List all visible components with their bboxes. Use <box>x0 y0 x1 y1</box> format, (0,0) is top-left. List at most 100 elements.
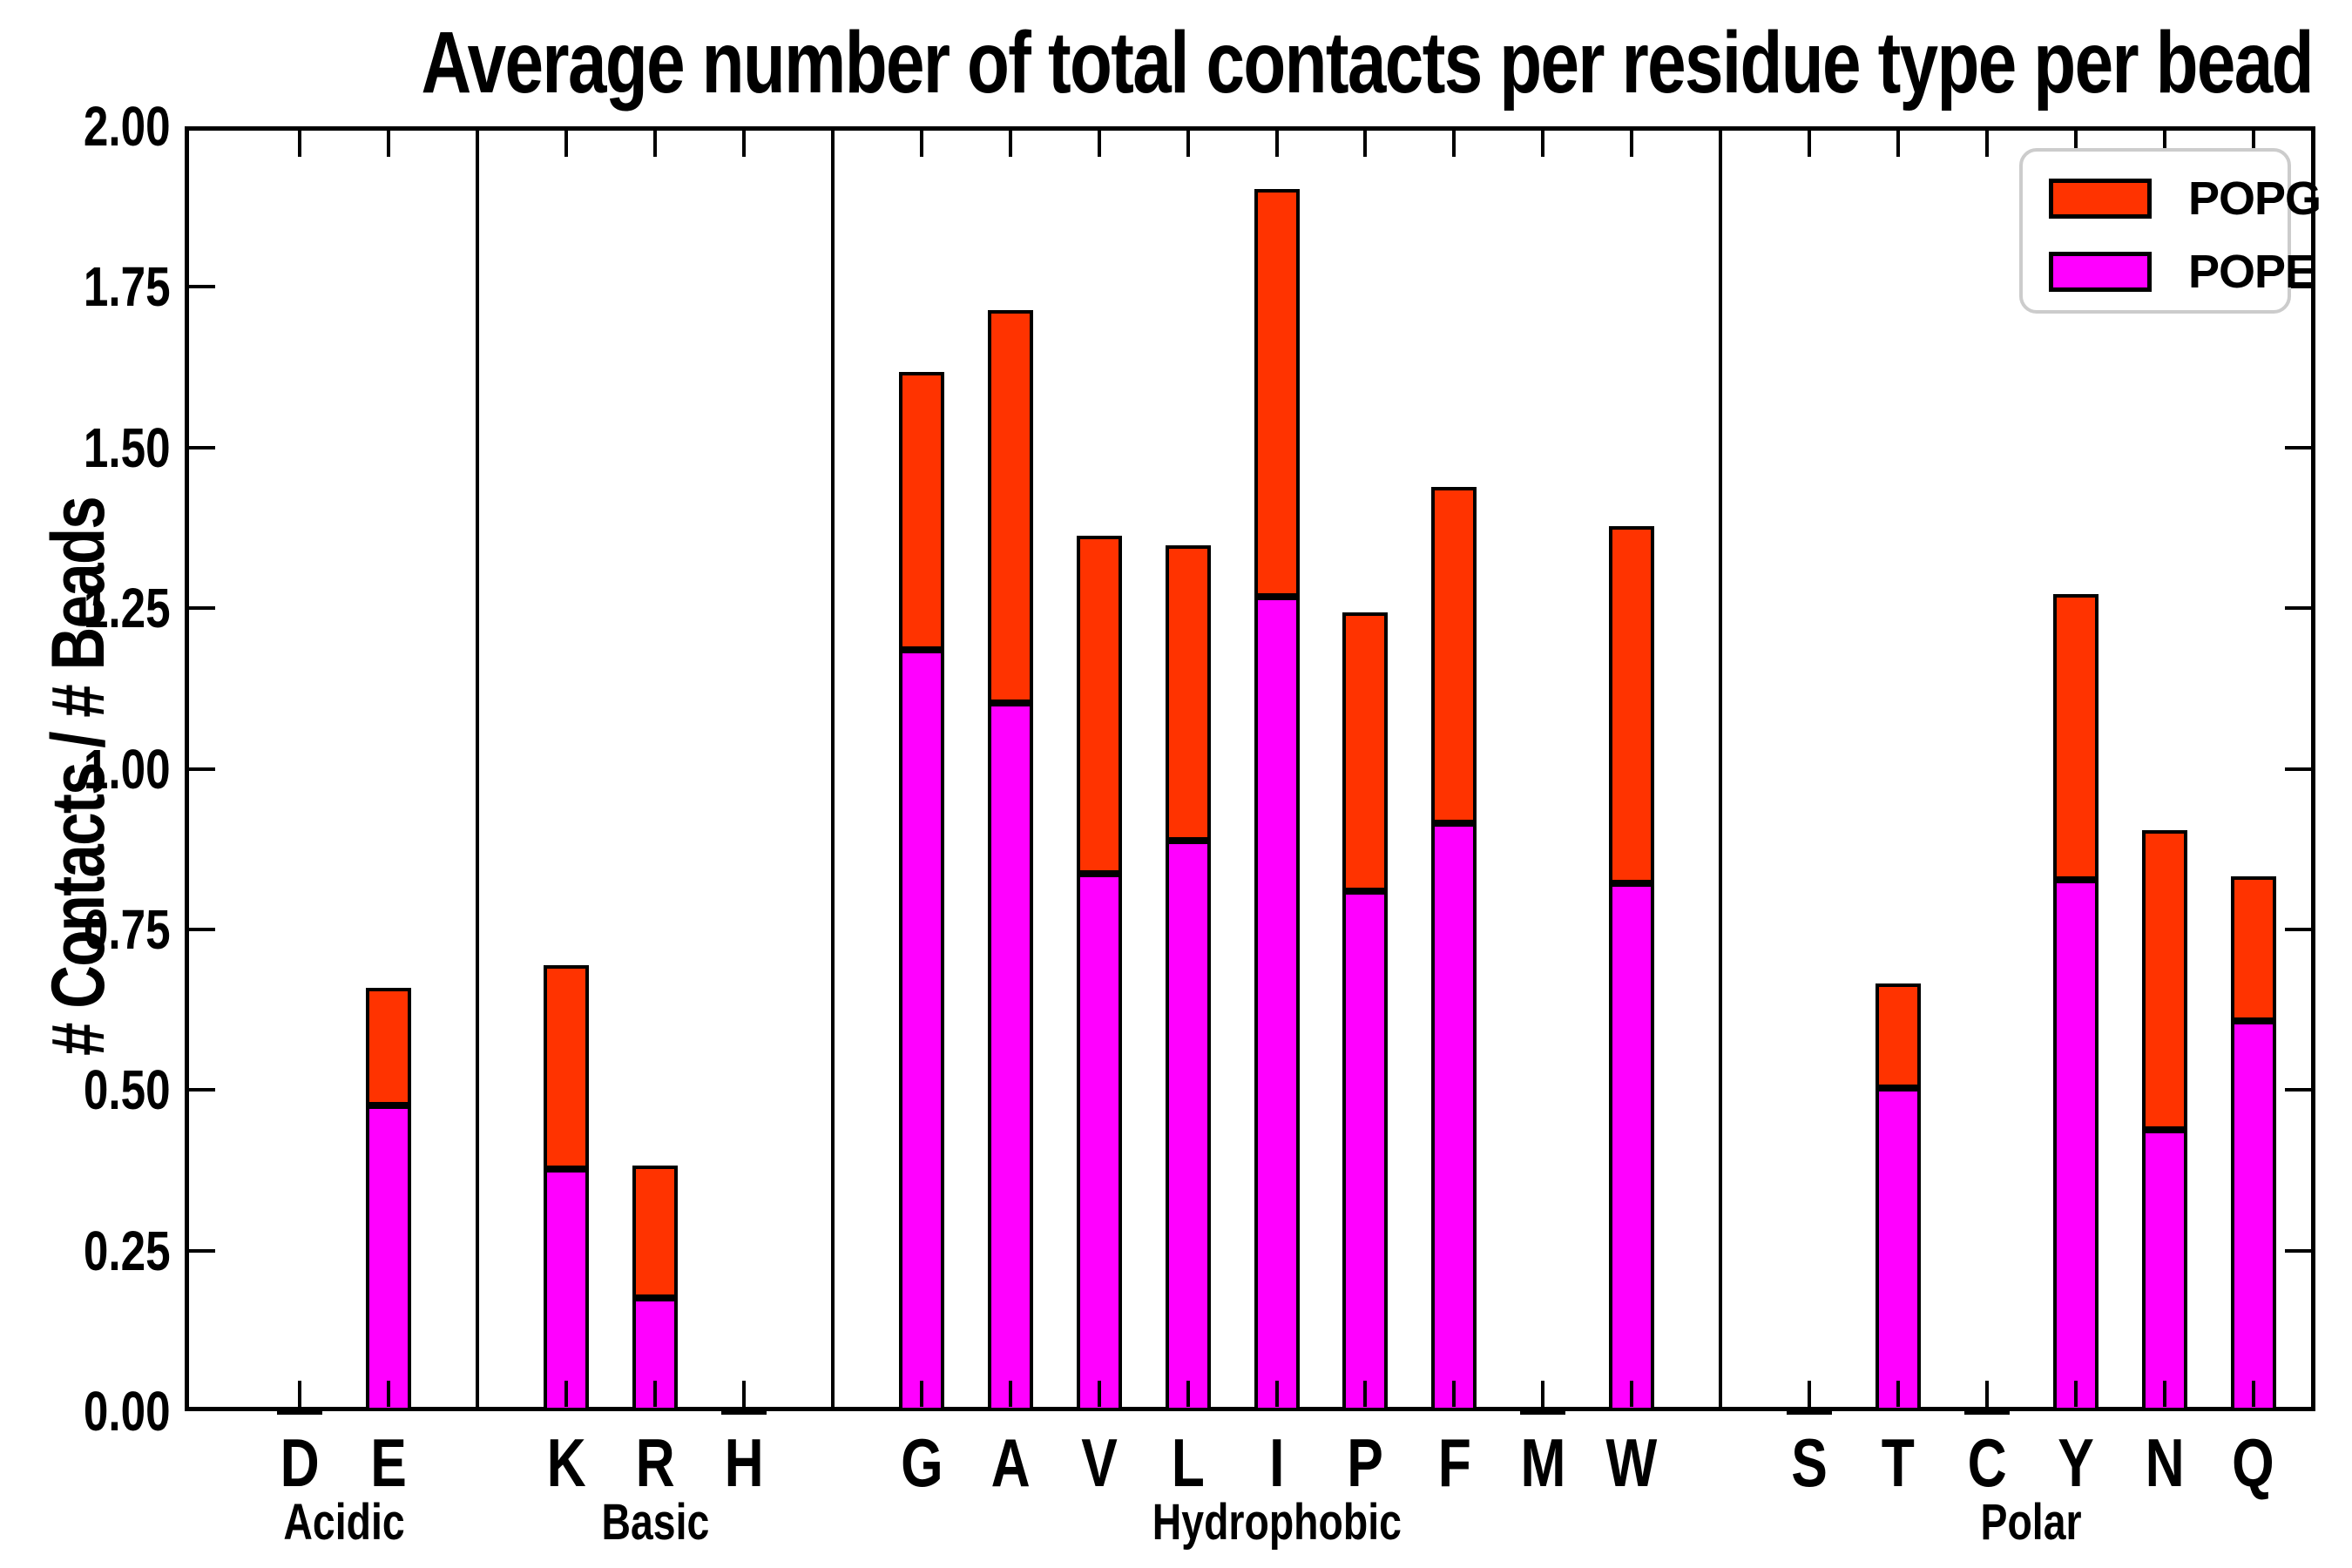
bar-pope-L <box>1165 841 1211 1411</box>
x-tick-label-D: D <box>280 1424 321 1501</box>
bar-pope-Y <box>2052 880 2099 1411</box>
x-tick-bottom <box>1186 1381 1190 1407</box>
y-tick-left <box>189 285 215 289</box>
x-tick-label-F: F <box>1437 1424 1471 1501</box>
x-tick-bottom <box>1363 1381 1368 1407</box>
bar-popg-F <box>1431 487 1477 824</box>
bar-popg-R <box>632 1166 679 1299</box>
bar-pope-G <box>898 650 944 1411</box>
x-tick-bottom <box>2251 1381 2255 1407</box>
group-label-polar: Polar <box>1980 1494 2082 1551</box>
bar-pope-M <box>1520 1408 1566 1416</box>
x-tick-bottom <box>1452 1381 1456 1407</box>
x-tick-label-H: H <box>724 1424 764 1501</box>
group-divider <box>1719 126 1723 1411</box>
x-tick-top <box>1630 131 1634 157</box>
bar-popg-K <box>544 965 590 1169</box>
y-tick-left <box>189 1248 215 1253</box>
x-tick-bottom <box>1808 1381 1812 1407</box>
bar-pope-W <box>1609 882 1655 1411</box>
legend-item-popg: POPG <box>2049 172 2322 225</box>
x-tick-bottom <box>742 1381 747 1407</box>
legend: POPG POPE <box>2019 148 2322 314</box>
bar-popg-E <box>366 987 412 1105</box>
bar-popg-G <box>898 372 944 651</box>
x-tick-top <box>919 131 923 157</box>
y-tick-right <box>2285 285 2311 289</box>
bar-pope-D <box>277 1408 323 1416</box>
y-tick-right <box>2285 1248 2311 1253</box>
legend-label-pope: POPE <box>2188 246 2316 298</box>
chart-title: Average number of total contacts per res… <box>185 14 2315 118</box>
legend-swatch-pope <box>2049 252 2152 292</box>
x-tick-label-E: E <box>370 1424 408 1501</box>
y-tick-left <box>189 767 215 771</box>
bar-pope-H <box>721 1408 767 1416</box>
group-divider <box>830 126 835 1411</box>
x-tick-top <box>387 131 391 157</box>
x-tick-label-P: P <box>1347 1424 1384 1501</box>
legend-label-popg: POPG <box>2188 172 2322 225</box>
bar-pope-V <box>1076 873 1122 1411</box>
y-tick-right <box>2285 927 2311 931</box>
x-tick-bottom <box>387 1381 391 1407</box>
x-tick-top <box>564 131 569 157</box>
x-tick-bottom <box>1984 1381 1989 1407</box>
x-tick-top <box>1097 131 1101 157</box>
bar-popg-A <box>987 309 1033 704</box>
group-label-basic: Basic <box>601 1494 710 1551</box>
legend-swatch-popg <box>2049 179 2152 219</box>
bar-pope-F <box>1431 823 1477 1411</box>
bar-pope-T <box>1875 1088 1921 1411</box>
chart-title-text: Average number of total contacts per res… <box>421 14 2314 112</box>
bar-popg-I <box>1254 188 1300 597</box>
bar-pope-P <box>1342 891 1389 1411</box>
x-tick-label-V: V <box>1080 1424 1118 1501</box>
x-tick-bottom <box>1541 1381 1545 1407</box>
x-tick-label-K: K <box>546 1424 586 1501</box>
y-tick-label-1.25: 1.25 <box>84 577 171 640</box>
bar-pope-Q <box>2230 1021 2276 1411</box>
y-tick-label-1.75: 1.75 <box>84 255 171 319</box>
x-tick-bottom <box>1630 1381 1634 1407</box>
x-tick-label-L: L <box>1171 1424 1205 1501</box>
x-tick-top <box>1274 131 1279 157</box>
y-tick-right <box>2285 445 2311 449</box>
x-tick-bottom <box>1008 1381 1012 1407</box>
y-tick-label-2.00: 2.00 <box>84 95 171 158</box>
bar-popg-V <box>1076 535 1122 874</box>
bar-pope-N <box>2141 1129 2187 1411</box>
group-label-acidic: Acidic <box>283 1494 406 1551</box>
bar-pope-E <box>366 1105 412 1411</box>
x-tick-label-A: A <box>990 1424 1031 1501</box>
group-divider <box>476 126 480 1411</box>
x-tick-top <box>1363 131 1368 157</box>
y-tick-right <box>2285 1088 2311 1092</box>
bar-popg-Q <box>2230 875 2276 1022</box>
x-tick-label-Y: Y <box>2058 1424 2094 1501</box>
x-tick-label-N: N <box>2145 1424 2185 1501</box>
bar-popg-P <box>1342 612 1389 892</box>
plot-area <box>185 126 2315 1411</box>
y-tick-left <box>189 927 215 931</box>
y-tick-right <box>2285 767 2311 771</box>
x-tick-label-R: R <box>635 1424 675 1501</box>
y-tick-label-1.50: 1.50 <box>84 416 171 479</box>
x-tick-bottom <box>653 1381 658 1407</box>
bar-popg-L <box>1165 544 1211 841</box>
x-tick-label-I: I <box>1268 1424 1285 1501</box>
y-tick-label-0.00: 0.00 <box>84 1380 171 1443</box>
bar-popg-W <box>1609 526 1655 883</box>
x-tick-top <box>653 131 658 157</box>
y-tick-left <box>189 445 215 449</box>
x-tick-label-G: G <box>900 1424 943 1501</box>
x-tick-label-C: C <box>1967 1424 2007 1501</box>
y-tick-label-1.00: 1.00 <box>84 737 171 801</box>
bar-pope-K <box>544 1168 590 1411</box>
x-tick-label-Q: Q <box>2232 1424 2274 1501</box>
x-tick-bottom <box>2162 1381 2166 1407</box>
x-tick-bottom <box>1896 1381 1900 1407</box>
x-tick-bottom <box>1274 1381 1279 1407</box>
x-tick-bottom <box>1097 1381 1101 1407</box>
